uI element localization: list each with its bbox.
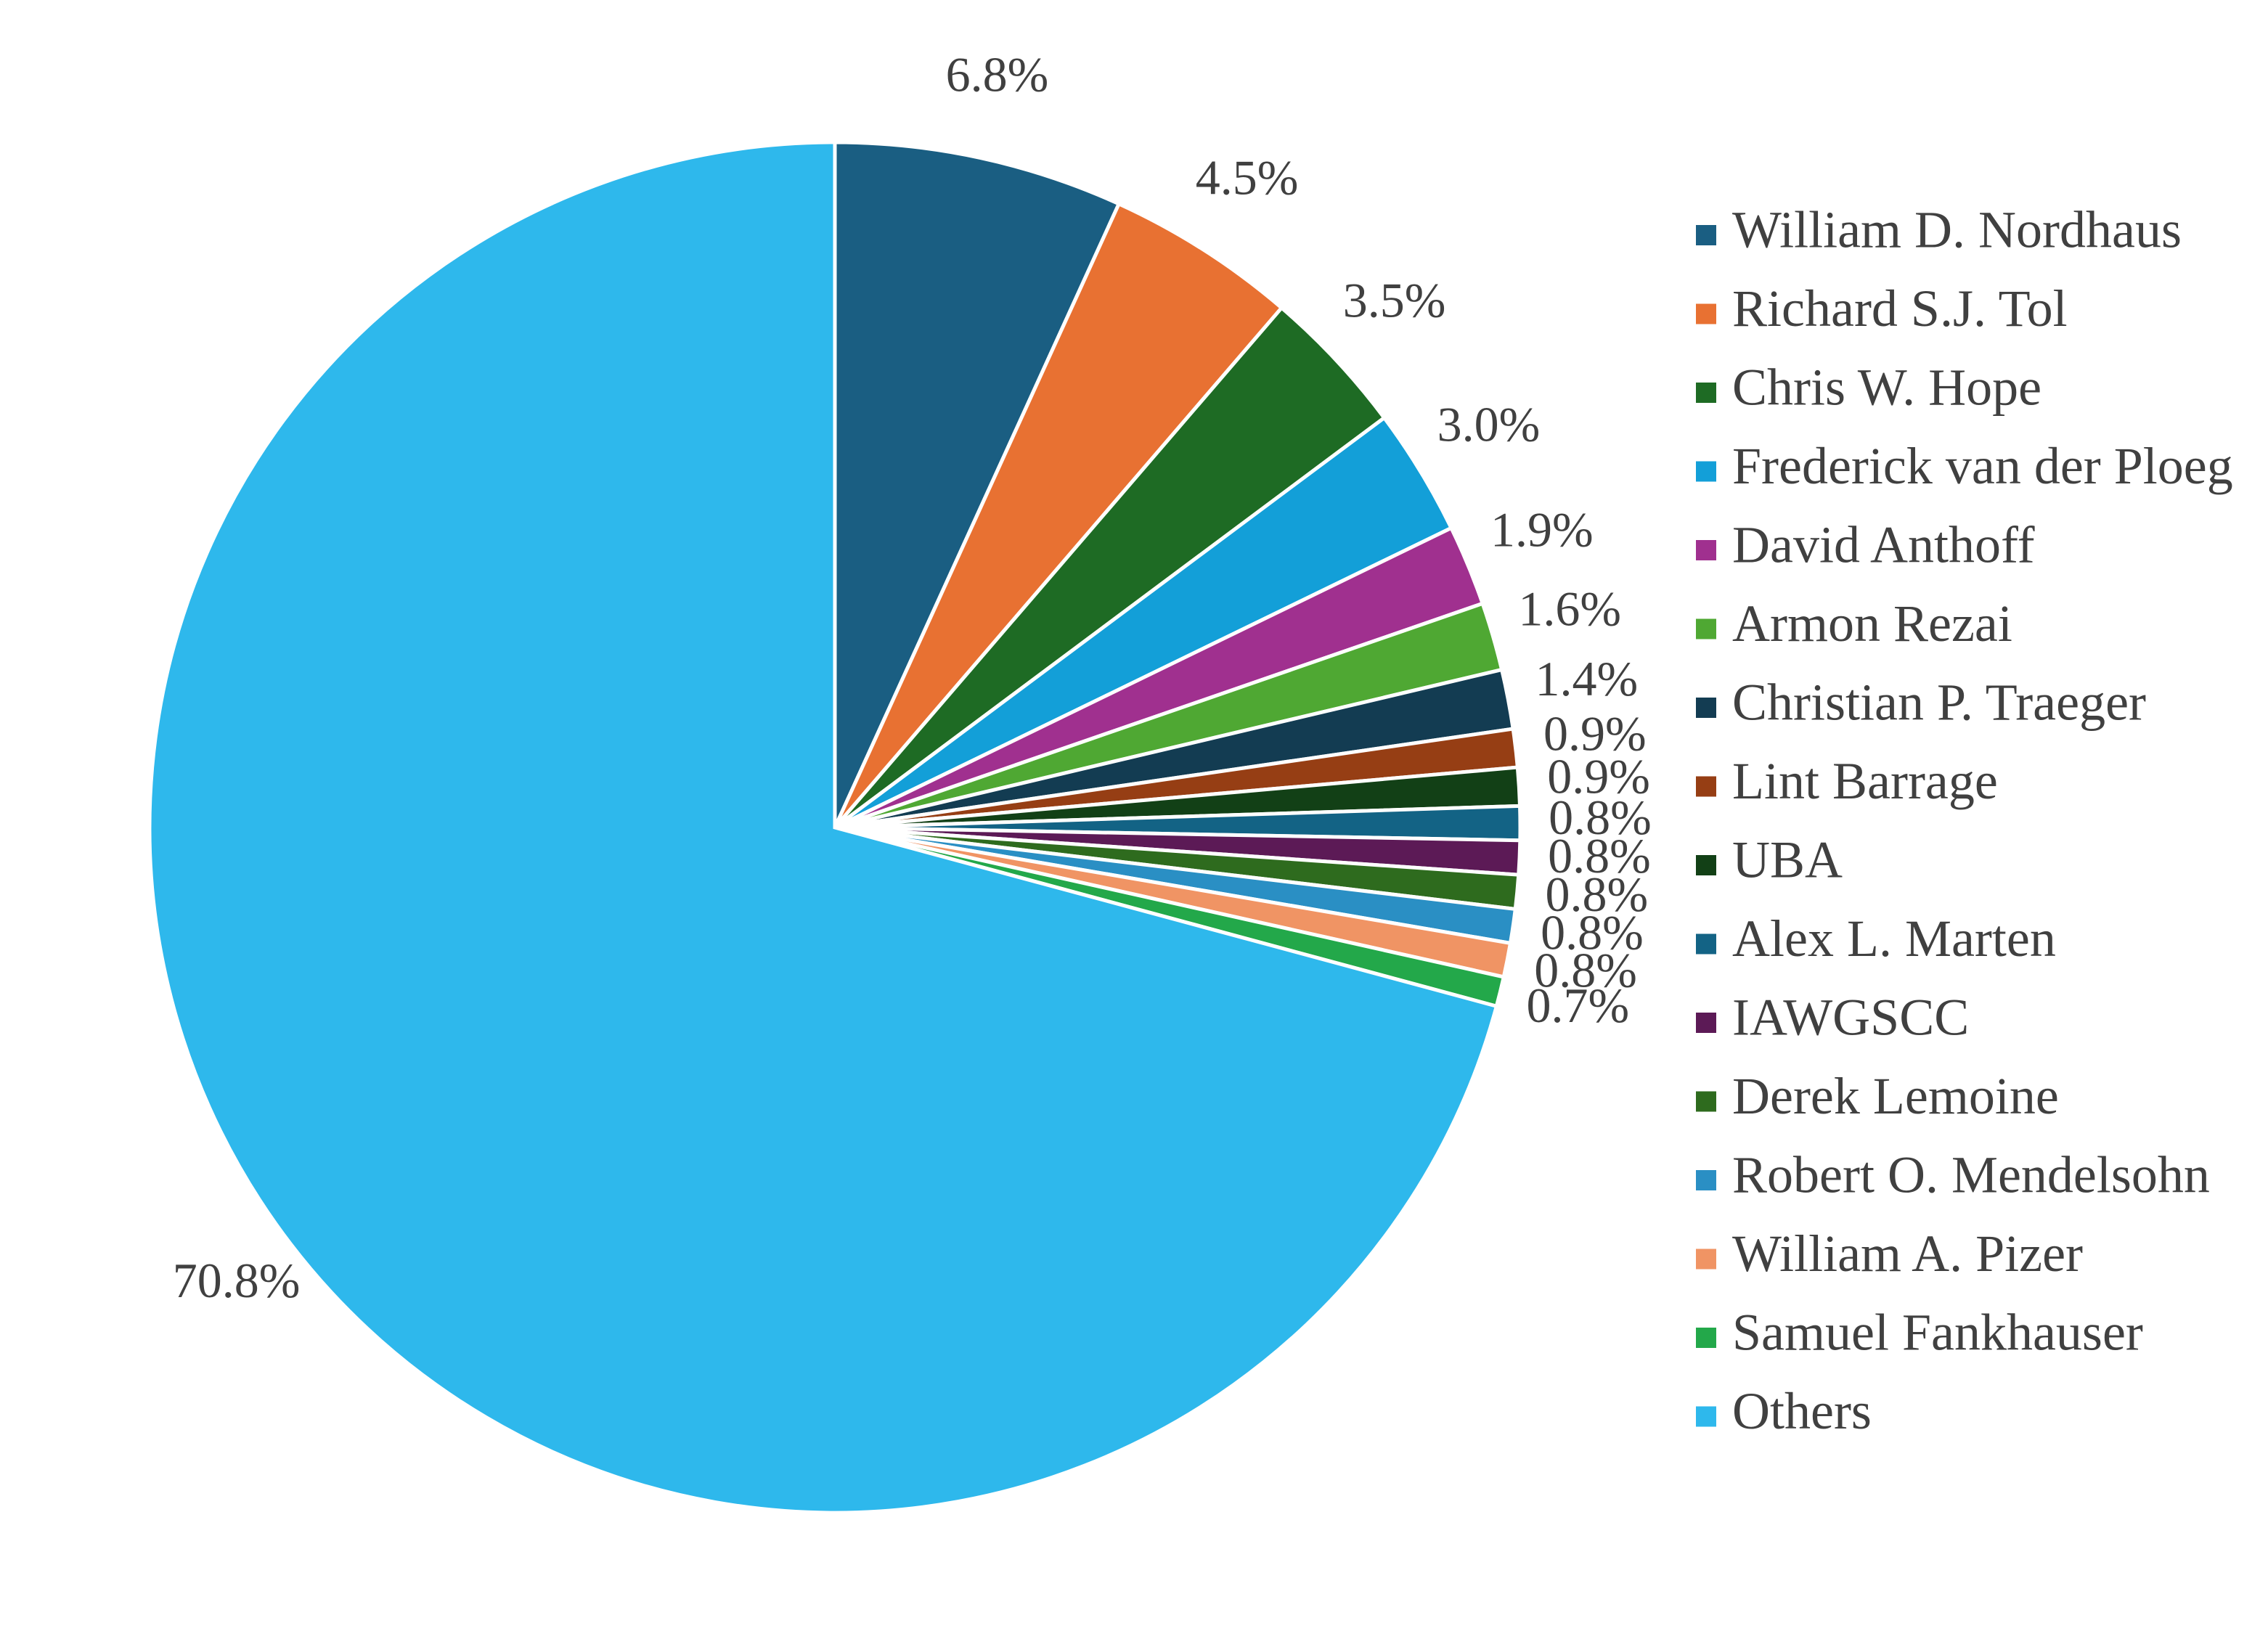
legend-label: Samuel Fankhauser xyxy=(1732,1304,2143,1362)
legend-swatch xyxy=(1696,855,1716,875)
legend-label: William D. Nordhaus xyxy=(1732,201,2182,259)
pie-slice xyxy=(833,305,1387,830)
legend-label: Richard S.J. Tol xyxy=(1732,279,2068,338)
legend-label: Others xyxy=(1732,1382,1872,1440)
data-label: 0.9% xyxy=(1547,749,1650,804)
data-label: 0.8% xyxy=(1534,943,1637,998)
legend-swatch xyxy=(1696,1091,1716,1112)
data-label: 0.9% xyxy=(1543,706,1647,761)
legend-swatch xyxy=(1696,1013,1716,1033)
legend-label: Christian P. Traeger xyxy=(1732,674,2146,732)
legend-swatch xyxy=(1696,618,1716,639)
legend-label: David Anthoff xyxy=(1732,516,2035,574)
legend-label: UBA xyxy=(1732,831,1843,889)
legend-swatch xyxy=(1696,776,1716,797)
data-label: 6.8% xyxy=(946,47,1049,102)
legend-swatch xyxy=(1696,933,1716,955)
legend-swatch xyxy=(1696,540,1716,560)
legend-swatch xyxy=(1696,1328,1716,1348)
legend-label: Derek Lemoine xyxy=(1732,1067,2059,1125)
pie-slice xyxy=(833,201,1284,829)
data-label: 3.5% xyxy=(1343,273,1446,328)
legend-label: William A. Pizer xyxy=(1732,1225,2083,1283)
data-label: 0.7% xyxy=(1526,978,1629,1033)
data-label: 1.4% xyxy=(1535,651,1639,706)
legend-swatch xyxy=(1696,698,1716,718)
legend-swatch xyxy=(1696,1170,1716,1190)
legend-swatch xyxy=(1696,383,1716,403)
legend-swatch xyxy=(1696,225,1716,245)
data-label: 1.9% xyxy=(1490,502,1594,557)
legend-label: Alex L. Marten xyxy=(1732,910,2056,968)
data-label: 0.8% xyxy=(1548,828,1651,883)
legend-label: Armon Rezai xyxy=(1732,594,2012,653)
legend-label: Robert O. Mendelsohn xyxy=(1732,1146,2210,1204)
data-label: 4.5% xyxy=(1196,150,1299,205)
legend-swatch xyxy=(1696,461,1716,482)
legend-label: Chris W. Hope xyxy=(1732,359,2041,417)
data-label: 0.8% xyxy=(1541,904,1644,960)
data-label: 0.8% xyxy=(1549,790,1652,845)
legend-swatch xyxy=(1696,303,1716,324)
legend-label: Frederick van der Ploeg xyxy=(1732,437,2233,495)
legend-label: IAWGSCC xyxy=(1732,989,1969,1047)
data-label: 70.8% xyxy=(173,1253,301,1308)
legend-swatch xyxy=(1696,1248,1716,1270)
data-label: 3.0% xyxy=(1437,397,1541,452)
legend-label: Lint Barrage xyxy=(1732,752,1998,810)
pie-slice xyxy=(147,140,1499,1515)
legend-swatch xyxy=(1696,1406,1716,1427)
data-label: 0.8% xyxy=(1545,867,1648,922)
pie-slice xyxy=(833,140,1122,829)
data-label: 1.6% xyxy=(1518,581,1621,637)
